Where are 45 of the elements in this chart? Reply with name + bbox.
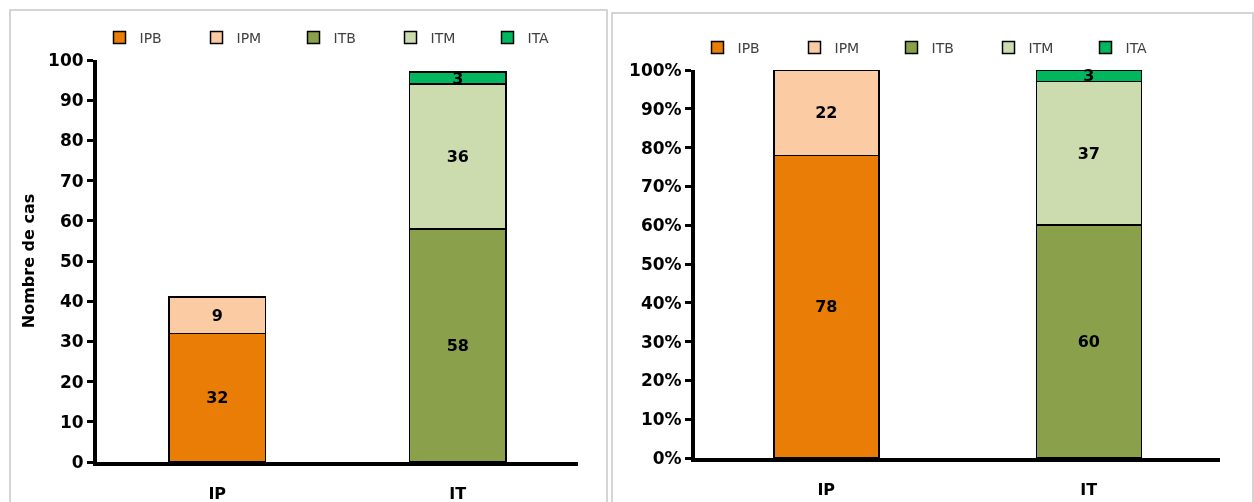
y-tick-label: 70% — [640, 176, 682, 197]
y-tick-label: 0 — [71, 451, 84, 472]
legend-label: ITA — [527, 30, 550, 47]
legend-label: ITA — [1125, 40, 1148, 57]
y-tick-label: 40% — [640, 292, 682, 313]
x-tick-label: IP — [817, 480, 836, 500]
y-tick-label: 90% — [640, 98, 682, 119]
y-tick-label: 20 — [59, 371, 84, 392]
y-tick-label: 70 — [59, 170, 84, 191]
y-tick-label: 40 — [59, 291, 84, 312]
legend-label: ITM — [430, 30, 456, 47]
y-tick-label: 0% — [652, 447, 682, 468]
y-tick-label: 100% — [629, 59, 682, 80]
x-tick-label: IT — [1080, 480, 1098, 500]
y-tick-label: 60 — [59, 210, 84, 231]
data-label: 36 — [446, 146, 469, 166]
x-tick-label: IT — [449, 484, 467, 502]
y-tick-label: 50 — [59, 250, 84, 271]
y-tick-label: 10 — [59, 411, 84, 432]
x-tick-label: IP — [208, 484, 227, 502]
legend-label: IPM — [834, 40, 860, 57]
y-tick-label: 100 — [48, 49, 84, 70]
y-tick-label: 60% — [640, 215, 682, 236]
y-tick-label: 10% — [640, 409, 682, 430]
legend-label: IPM — [236, 30, 262, 47]
y-axis-title: Nombre de cas — [19, 193, 39, 329]
legend-label: IPB — [139, 30, 162, 47]
data-label: 32 — [206, 388, 229, 408]
data-label: 78 — [815, 297, 838, 317]
data-label: 37 — [1077, 143, 1100, 163]
data-label: 22 — [815, 103, 838, 123]
y-tick-label: 20% — [640, 370, 682, 391]
legend-label: ITM — [1028, 40, 1054, 57]
legend-label: IPB — [737, 40, 760, 57]
legend-label: ITB — [931, 40, 954, 57]
data-label: 9 — [211, 305, 223, 325]
y-tick-label: 80% — [640, 137, 682, 158]
data-label: 60 — [1077, 332, 1100, 352]
y-tick-label: 30 — [59, 331, 84, 352]
y-tick-label: 50% — [640, 253, 682, 274]
y-tick-label: 30% — [640, 331, 682, 352]
y-tick-label: 80 — [59, 130, 84, 151]
legend-label: ITB — [333, 30, 356, 47]
data-label: 58 — [446, 335, 469, 355]
y-tick-label: 90 — [59, 90, 84, 111]
